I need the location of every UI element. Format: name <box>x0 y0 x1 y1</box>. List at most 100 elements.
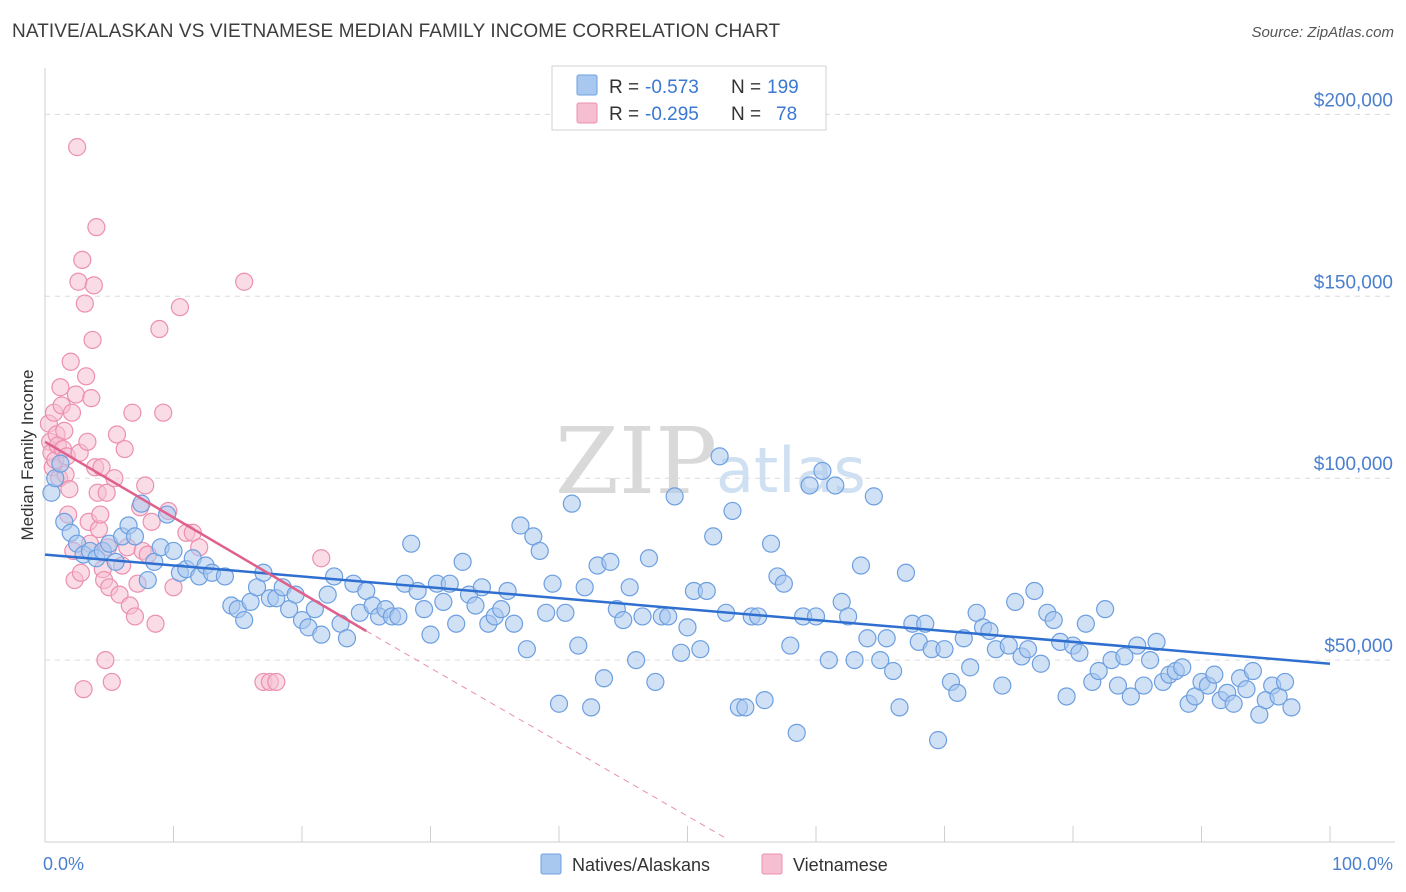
data-point <box>646 672 665 692</box>
data-point <box>543 574 562 593</box>
series-legend-vietnamese: Vietnamese <box>793 855 888 875</box>
data-point <box>61 352 80 371</box>
data-point <box>845 650 864 670</box>
data-point <box>74 680 93 699</box>
data-point <box>492 600 511 619</box>
gridlines <box>45 113 1395 661</box>
data-point <box>928 731 948 750</box>
data-point <box>150 319 169 339</box>
data-point <box>800 476 819 495</box>
data-point <box>235 610 254 630</box>
data-point <box>69 272 88 291</box>
data-point <box>620 578 639 597</box>
x-tick-label: 0.0% <box>43 854 84 874</box>
data-point <box>125 527 145 546</box>
data-point <box>1076 614 1095 633</box>
data-point <box>136 476 155 495</box>
data-point <box>318 585 337 604</box>
data-point <box>665 487 684 506</box>
data-point <box>66 385 85 404</box>
correlation-legend: R = -0.573 N = 199 R = -0.295 N = 78 <box>551 65 827 131</box>
data-point <box>858 629 877 648</box>
data-point <box>414 600 434 619</box>
data-point <box>73 250 92 270</box>
watermark-zip: ZIP <box>555 408 717 515</box>
legend-r-value-2: -0.295 <box>645 104 699 125</box>
data-point <box>1140 650 1160 670</box>
legend-n-label-2: N = <box>731 104 761 125</box>
legend-n-label-1: N = <box>731 77 761 98</box>
legend-box <box>551 65 827 131</box>
data-point <box>1147 632 1166 652</box>
data-point <box>123 403 142 422</box>
data-point <box>1237 680 1256 699</box>
data-point <box>601 552 620 571</box>
data-point <box>421 625 440 644</box>
data-point <box>312 625 331 644</box>
data-point <box>755 691 774 710</box>
data-point <box>125 607 145 626</box>
data-point <box>1173 658 1192 677</box>
data-point <box>575 578 594 597</box>
data-point <box>697 581 716 601</box>
data-point <box>549 694 569 713</box>
trendlines <box>44 440 1331 839</box>
x-tick-labels: 0.0% 100.0% <box>43 854 1393 874</box>
data-point <box>569 636 588 655</box>
data-point <box>1006 592 1025 611</box>
data-point <box>671 643 691 662</box>
data-point <box>761 534 781 553</box>
data-point <box>146 614 165 633</box>
data-point <box>389 607 408 626</box>
legend-n-value-2: 78 <box>776 104 797 125</box>
data-point <box>71 563 91 582</box>
legend-n-value-1: 199 <box>767 77 799 98</box>
y-axis-label: Median Family Income <box>18 369 37 540</box>
y-tick-label: $200,000 <box>1314 90 1393 111</box>
legend-swatch-natives <box>576 74 598 96</box>
data-point <box>1243 661 1263 681</box>
data-point <box>781 636 800 655</box>
data-point <box>60 480 79 499</box>
data-point <box>115 439 134 459</box>
vietnamese-trendline <box>44 440 367 633</box>
data-point <box>1134 676 1153 695</box>
data-point <box>82 389 101 408</box>
y-tick-label: $150,000 <box>1314 272 1393 293</box>
data-point <box>78 432 97 451</box>
data-point <box>498 581 517 601</box>
data-point <box>97 483 116 502</box>
data-point <box>447 614 466 633</box>
data-point <box>774 574 793 593</box>
data-point <box>530 541 549 561</box>
data-point <box>267 672 286 692</box>
data-point <box>582 698 601 717</box>
data-point <box>55 421 74 440</box>
data-point <box>466 596 485 615</box>
data-point <box>710 447 729 466</box>
data-point <box>556 603 575 622</box>
data-point <box>877 629 896 648</box>
data-point <box>562 494 581 513</box>
data-point <box>980 621 999 641</box>
data-point <box>1121 687 1140 706</box>
data-point <box>537 603 556 622</box>
data-point <box>312 549 331 568</box>
data-point <box>1275 672 1295 692</box>
data-point <box>91 505 110 524</box>
data-point <box>83 330 102 350</box>
legend-swatch-vietnamese <box>576 102 598 124</box>
data-point <box>215 567 234 586</box>
data-point <box>1282 698 1301 717</box>
data-point <box>170 298 190 317</box>
data-point <box>75 294 94 313</box>
data-point <box>102 672 121 692</box>
data-point <box>164 541 183 561</box>
data-point <box>84 276 103 295</box>
data-point <box>68 138 87 157</box>
data-point <box>736 698 755 717</box>
data-point <box>1070 643 1089 662</box>
data-point <box>402 534 421 553</box>
data-point <box>1018 640 1038 659</box>
